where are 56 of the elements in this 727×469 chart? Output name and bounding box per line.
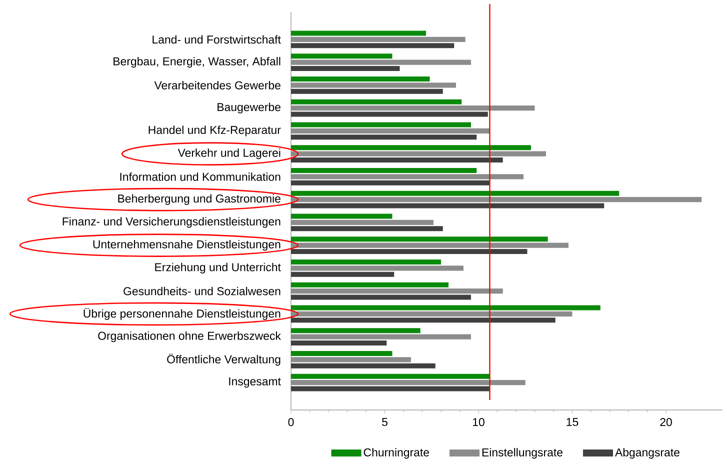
bar <box>291 374 490 379</box>
bar <box>291 60 471 65</box>
bar <box>291 99 462 104</box>
x-tick-label: 20 <box>660 418 672 426</box>
bar <box>291 259 441 265</box>
y-tick-label: Baugewerbe <box>218 102 280 114</box>
bar <box>291 357 411 362</box>
bar <box>291 36 466 42</box>
bar <box>291 334 471 340</box>
y-tick-label: Finanz- und Versicherungsdienstleistungen <box>62 217 280 228</box>
y-tick-label: Handel und Kfz-Reparatur <box>148 126 281 136</box>
bar <box>291 128 490 134</box>
y-tick-label: Information und Kommunikation <box>120 172 280 181</box>
bar <box>291 54 392 59</box>
bar <box>291 282 448 288</box>
bar <box>291 220 434 225</box>
y-tick-label: Beherbergung und Gastronomie <box>118 194 280 205</box>
bar <box>291 242 568 248</box>
bar <box>291 350 392 356</box>
bar <box>291 266 464 271</box>
bar <box>291 305 600 310</box>
legend-label: Churningrate <box>364 448 429 459</box>
bar <box>291 236 548 242</box>
bar <box>291 174 524 180</box>
y-tick-label: Verarbeitendes Gewerbe <box>154 80 280 90</box>
y-tick-label: Erziehung und Unterricht <box>155 262 281 274</box>
y-tick-label: Insgesamt <box>229 377 281 388</box>
bar <box>291 76 430 82</box>
bar <box>291 82 456 88</box>
y-tick-label: Übrige personennahe Dienstleistungen <box>84 308 280 320</box>
y-tick-label: Bergbau, Energie, Wasser, Abfall <box>114 56 280 68</box>
y-tick-label: Öffentliche Verwaltung <box>167 354 280 366</box>
x-tick-label: 10 <box>473 418 484 426</box>
bar <box>291 106 535 111</box>
bar <box>291 145 531 150</box>
bar <box>291 190 620 196</box>
y-tick-label: Organisationen ohne Erwerbszweck <box>98 331 281 342</box>
bar <box>291 328 420 334</box>
x-tick-label: 15 <box>566 418 578 426</box>
bar <box>291 168 477 174</box>
legend-label: Abgangsrate <box>615 448 680 459</box>
bar <box>291 288 503 294</box>
bar <box>291 122 471 128</box>
y-tick-label: Unternehmensnahe Dienstleistungen <box>93 240 280 251</box>
bar <box>291 30 426 36</box>
y-tick-label: Verkehr und Lagerei <box>178 148 280 160</box>
bar <box>291 380 526 386</box>
x-tick-label: 0 <box>288 418 294 426</box>
bar <box>291 197 702 202</box>
bar <box>291 214 392 219</box>
y-tick-label: Land- und Forstwirtschaft <box>152 35 281 44</box>
legend-label: Einstellungsrate <box>482 448 562 459</box>
bar <box>291 311 572 316</box>
y-tick-label: Gesundheits- und Sozialwesen <box>124 286 280 296</box>
x-tick-label: 5 <box>382 418 388 426</box>
bar <box>291 151 546 156</box>
